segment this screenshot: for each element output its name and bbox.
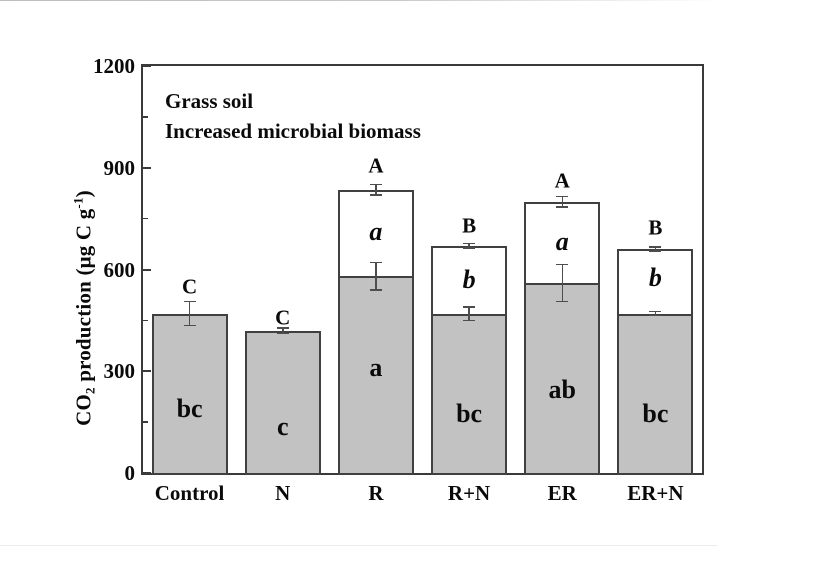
gray-top-error-bar-cap-top	[556, 263, 569, 266]
y-tick-label: 300	[103, 359, 136, 384]
gray-top-error-bar-cap-top	[463, 306, 476, 308]
bar-gray-segment	[617, 313, 694, 475]
gray-top-error-bar-cap-top	[649, 310, 662, 313]
y-major-tick	[143, 166, 151, 169]
gray-top-error-bar	[468, 306, 470, 321]
significance-letter: B	[648, 215, 663, 240]
y-minor-tick	[143, 116, 148, 118]
total-top-error-bar-cap-bottom	[556, 206, 569, 208]
total-top-error-bar-cap-bottom	[649, 250, 662, 252]
y-tick-label: 600	[103, 257, 136, 282]
total-top-error-bar-cap-top	[649, 246, 662, 248]
y-minor-tick	[143, 421, 148, 423]
total-top-error-bar-cap-top	[369, 183, 382, 186]
white-segment-letter: a	[555, 227, 569, 257]
y-tick-label: 1200	[93, 54, 135, 78]
y-minor-tick	[143, 319, 148, 322]
significance-letter: A	[368, 153, 384, 178]
gray-segment-letter: c	[276, 412, 289, 442]
bar-gray-segment	[244, 330, 321, 475]
gray-top-error-bar-cap-bottom	[463, 319, 476, 322]
gray-top-error-bar	[654, 311, 657, 316]
screenshot-top-border	[0, 0, 720, 1]
total-top-error-bar-cap-top	[463, 242, 476, 245]
gray-top-error-bar-cap-top	[276, 327, 289, 329]
x-category-label: ER+N	[627, 481, 684, 505]
gray-top-error-bar-cap-bottom	[276, 332, 289, 334]
y-major-tick	[143, 472, 151, 474]
total-top-error-bar	[654, 247, 657, 252]
x-category-label: R+N	[447, 481, 491, 505]
annotation-line-1: Grass soil	[165, 89, 254, 113]
gray-top-error-bar-cap-bottom	[369, 289, 382, 291]
plot-frame	[141, 64, 704, 475]
total-top-error-bar-cap-bottom	[369, 194, 382, 196]
gray-top-error-bar	[561, 264, 563, 302]
y-tick-label: 0	[124, 461, 136, 485]
x-category-label: R	[368, 481, 384, 505]
significance-letter: C	[181, 274, 198, 299]
y-major-tick	[143, 65, 151, 67]
gray-segment-letter: ab	[548, 374, 576, 404]
annotation-line-2: Increased microbial biomass	[165, 119, 421, 143]
plot-annotation: Grass soil Increased microbial biomass	[165, 86, 421, 146]
significance-letter: A	[554, 168, 570, 193]
gray-top-error-bar	[375, 262, 377, 290]
x-category-label: Control	[154, 481, 225, 505]
white-segment-letter: b	[648, 262, 662, 292]
gray-segment-letter: a	[369, 352, 383, 382]
significance-letter: C	[275, 305, 291, 330]
white-segment-letter: a	[369, 217, 383, 247]
white-segment-letter: b	[462, 264, 476, 294]
screenshot-bottom-border	[0, 545, 717, 546]
x-category-label: N	[275, 481, 291, 505]
y-major-tick	[143, 370, 151, 373]
y-major-tick	[143, 268, 151, 271]
significance-letter: B	[462, 213, 477, 238]
bar-gray-segment	[337, 276, 414, 475]
total-top-error-bar-cap-bottom	[463, 247, 476, 249]
gray-top-error-bar-cap-top	[369, 261, 382, 264]
total-top-error-bar	[468, 243, 470, 248]
x-category-label: ER	[547, 481, 577, 505]
gray-top-error-bar-cap-top	[183, 300, 196, 303]
gray-top-error-bar-cap-bottom	[556, 300, 569, 303]
gray-segment-letter: bc	[642, 398, 669, 428]
gray-top-error-bar	[282, 327, 284, 334]
gray-segment-letter: bc	[456, 398, 483, 428]
gray-top-error-bar	[188, 301, 191, 326]
gray-segment-letter: bc	[176, 393, 203, 423]
y-tick-label: 900	[103, 155, 136, 180]
bar-gray-segment	[431, 313, 508, 475]
gray-top-error-bar-cap-bottom	[183, 324, 196, 327]
total-top-error-bar	[561, 196, 563, 207]
y-minor-tick	[143, 217, 148, 220]
total-top-error-bar	[375, 184, 377, 195]
total-top-error-bar-cap-top	[556, 195, 569, 198]
gray-top-error-bar-cap-bottom	[649, 314, 662, 317]
bar-gray-segment	[524, 283, 601, 475]
